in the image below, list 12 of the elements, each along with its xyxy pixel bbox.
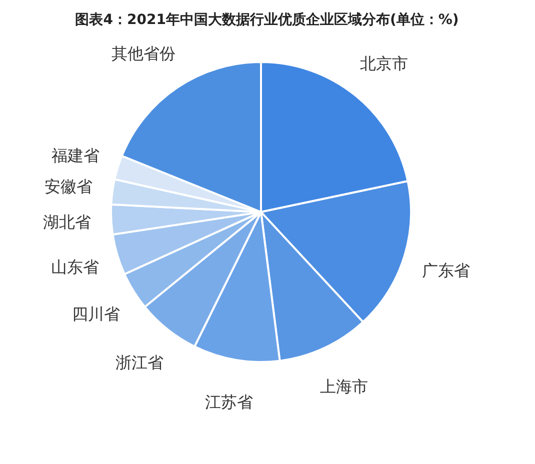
slice-label: 北京市 (360, 54, 408, 73)
slice-label: 浙江省 (115, 353, 164, 372)
slice-label: 上海市 (320, 376, 368, 396)
slice-label: 湖北省 (43, 212, 92, 232)
slice-label: 其他省份 (112, 44, 176, 63)
slice-label: 四川省 (72, 304, 120, 324)
slice-label: 山东省 (50, 258, 99, 277)
chart-title: 图表4：2021年中国大数据行业优质企业区域分布(单位：%) (75, 11, 459, 28)
slice-label: 广东省 (422, 261, 470, 280)
slice-label: 安徽省 (44, 177, 93, 196)
slice-label: 福建省 (52, 146, 100, 165)
slice-label: 江苏省 (205, 392, 254, 412)
